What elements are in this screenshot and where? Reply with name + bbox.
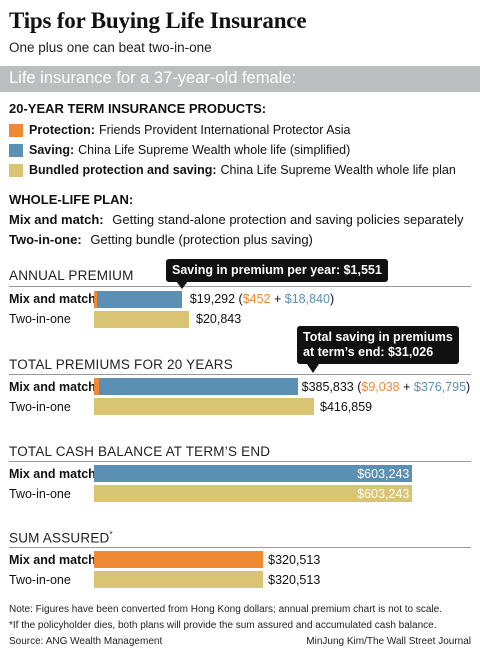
- legend-label-saving: Saving:: [29, 143, 75, 157]
- plan-label-mix: Mix and match:: [9, 212, 104, 227]
- annual-premium-mix-plus: +: [270, 292, 285, 306]
- annual-premium-two-value: $20,843: [196, 312, 242, 326]
- total-premiums-two-bundled-bar: [94, 398, 314, 415]
- cash-balance-mix-value: $603,243: [357, 467, 410, 481]
- note-conversion: Note: Figures have been converted from H…: [9, 604, 443, 615]
- source: Source: ANG Wealth Management: [9, 636, 163, 647]
- total-premiums-title: TOTAL PREMIUMS FOR 20 YEARS: [9, 357, 233, 372]
- cash-balance-two-bundled-bar: [94, 485, 413, 502]
- sum-assured-mix-label: Mix and match: [9, 553, 96, 567]
- legend-desc-protection: Friends Provident International Protecto…: [98, 123, 351, 137]
- cash-balance-two-label: Two-in-one: [9, 487, 71, 501]
- plan-mix-and-match: Mix and match: Getting stand-alone prote…: [9, 212, 463, 227]
- annual-premium-callout: Saving in premium per year: $1,551: [166, 259, 388, 282]
- sum-assured-mix-protection-bar: [94, 551, 264, 568]
- plan-header: WHOLE-LIFE PLAN:: [9, 192, 134, 207]
- plan-desc-mix: Getting stand-alone protection and savin…: [112, 212, 464, 227]
- cash-balance-title: TOTAL CASH BALANCE AT TERM’S END: [9, 444, 271, 459]
- annual-premium-mix-saving-value: $18,840: [284, 292, 330, 306]
- annual-premium-mix-protection-bar: [94, 291, 97, 308]
- annual-premium-title: ANNUAL PREMIUM: [9, 268, 134, 283]
- sum-assured-title-mark: *: [109, 530, 113, 539]
- total-premiums-callout-pointer: [307, 364, 319, 373]
- total-premiums-mix-plus: +: [399, 380, 414, 394]
- annual-premium-mix-value: $19,292 ($452 + $18,840): [190, 292, 334, 306]
- cash-balance-mix-saving-bar: [94, 465, 413, 482]
- legend-label-bundled: Bundled protection and saving:: [29, 163, 217, 177]
- total-premiums-callout-line1: Total saving in premiums: [303, 330, 453, 344]
- annual-premium-mix-total: $19,292: [189, 292, 236, 306]
- total-premiums-callout: Total saving in premiums at term’s end: …: [297, 326, 459, 364]
- total-premiums-mix-total: $385,833: [301, 380, 354, 394]
- legend-swatch-bundled: [9, 163, 23, 177]
- legend-swatch-protection: [9, 123, 23, 137]
- annual-premium-mix-label: Mix and match: [9, 292, 96, 306]
- total-premiums-mix-protection-bar: [94, 378, 99, 395]
- annual-premium-callout-pointer: [176, 281, 188, 289]
- annual-premium-mix-protection-value: $452: [242, 292, 271, 306]
- legend-swatch-saving: [9, 143, 23, 157]
- annual-premium-rule: [9, 286, 471, 287]
- credit: MinJung Kim/The Wall Street Journal: [306, 636, 471, 647]
- banner: Life insurance for a 37-year-old female:: [0, 66, 480, 92]
- cash-balance-two-value: $603,243: [357, 487, 410, 501]
- cash-balance-rule: [9, 461, 471, 462]
- legend-bundled: Bundled protection and saving: China Lif…: [9, 163, 456, 177]
- total-premiums-mix-label: Mix and match: [9, 380, 96, 394]
- plan-label-two: Two-in-one:: [9, 232, 82, 247]
- total-premiums-mix-open: (: [353, 380, 362, 394]
- note-sum-assured: *If the policyholder dies, both plans wi…: [9, 620, 437, 631]
- plan-two-in-one: Two-in-one: Getting bundle (protection p…: [9, 232, 313, 247]
- total-premiums-callout-line2: at term’s end: $31,026: [303, 345, 434, 359]
- sum-assured-mix-value: $320,513: [268, 553, 321, 567]
- legend-desc-saving: China Life Supreme Wealth whole life (si…: [78, 143, 351, 157]
- total-premiums-mix-value: $385,833 ($9,038 + $376,795): [302, 380, 471, 394]
- sum-assured-two-bundled-bar: [94, 571, 264, 588]
- plan-desc-two: Getting bundle (protection plus saving): [90, 232, 313, 247]
- total-premiums-mix-protection-value: $9,038: [361, 380, 400, 394]
- sum-assured-two-value: $320,513: [268, 573, 321, 587]
- total-premiums-rule: [9, 374, 471, 375]
- cash-balance-mix-label: Mix and match: [9, 467, 96, 481]
- chart-subtitle: One plus one can beat two-in-one: [9, 40, 212, 55]
- sum-assured-rule: [9, 547, 471, 548]
- sum-assured-title-text: SUM ASSURED: [9, 530, 110, 546]
- total-premiums-two-label: Two-in-one: [9, 400, 71, 414]
- sum-assured-title: SUM ASSURED*: [9, 530, 113, 546]
- banner-text: Life insurance for a 37-year-old female:: [9, 69, 297, 87]
- total-premiums-mix-close: ): [466, 380, 471, 394]
- legend-protection: Protection: Friends Provident Internatio…: [9, 123, 351, 137]
- sum-assured-two-label: Two-in-one: [9, 573, 71, 587]
- legend-saving: Saving: China Life Supreme Wealth whole …: [9, 143, 350, 157]
- total-premiums-mix-saving-bar: [98, 378, 298, 395]
- legend-desc-bundled: China Life Supreme Wealth whole life pla…: [220, 163, 456, 177]
- annual-premium-mix-open: (: [235, 292, 243, 306]
- annual-premium-mix-close: ): [329, 292, 335, 306]
- products-header: 20-YEAR TERM INSURANCE PRODUCTS:: [9, 101, 267, 116]
- annual-premium-mix-saving-bar: [97, 291, 182, 308]
- annual-premium-two-label: Two-in-one: [9, 312, 71, 326]
- legend-label-protection: Protection:: [29, 123, 95, 137]
- annual-premium-two-bundled-bar: [94, 311, 189, 328]
- total-premiums-mix-saving-value: $376,795: [413, 380, 467, 394]
- chart-title: Tips for Buying Life Insurance: [9, 8, 307, 33]
- total-premiums-two-value: $416,859: [320, 400, 373, 414]
